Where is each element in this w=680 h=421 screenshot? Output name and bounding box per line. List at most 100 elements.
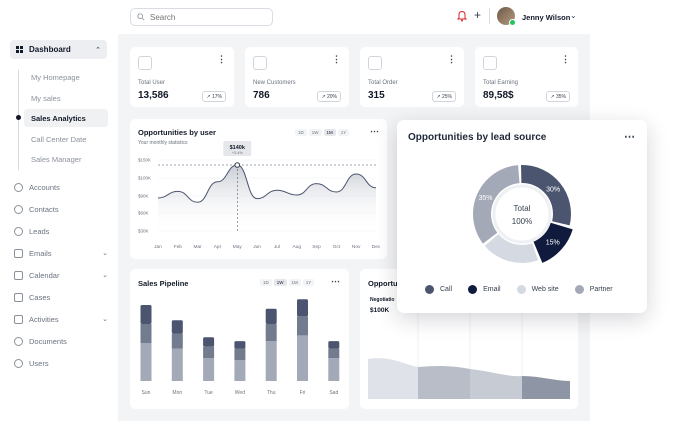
x-tick-label: Dec: [372, 244, 381, 250]
more-icon[interactable]: ⋯: [370, 126, 379, 136]
highlight-point[interactable]: [234, 162, 241, 168]
bar-segment[interactable]: [140, 305, 152, 324]
sidebar-item-activities[interactable]: Activities ⌄: [14, 312, 108, 326]
stage-label: Negotiatio: [370, 297, 395, 303]
tooltip-value: $140k: [230, 145, 246, 151]
calendar-icon: [14, 270, 23, 280]
pie-slice[interactable]: [521, 165, 571, 226]
chevron-down-icon: ⌄: [102, 250, 108, 257]
pie-slice[interactable]: [473, 165, 520, 244]
stat-change-badge: ↗ 20%: [317, 91, 341, 102]
bar-segment[interactable]: [171, 320, 183, 334]
bar-chart: Sun Mon Tue Wed Thu Fri Sad: [140, 299, 340, 396]
more-icon[interactable]: ⋮: [217, 54, 226, 64]
card-title: Opportur: [368, 279, 401, 288]
sidebar-item-dashboard[interactable]: Dashboard ⌃: [10, 40, 107, 59]
x-tick-label: Mon: [172, 390, 182, 396]
bar-segment[interactable]: [234, 348, 246, 361]
active-indicator: [16, 115, 21, 120]
more-icon[interactable]: ⋯: [331, 276, 340, 286]
sidebar-subitem-call-center[interactable]: Call Center Date: [31, 134, 87, 144]
line-area: [158, 165, 376, 231]
slice-label: 15%: [546, 239, 560, 246]
sidebar-subitem-sales-manager[interactable]: Sales Manager: [31, 154, 82, 164]
sidebar-item-documents[interactable]: Documents: [14, 334, 108, 348]
stat-change: 35%: [555, 93, 566, 100]
stat-card-total-earning: ⋮ Total Earning 89,58$ ↗ 35%: [475, 47, 578, 107]
x-tick-label: Jan: [154, 244, 162, 250]
search-box[interactable]: [130, 8, 273, 26]
bar-segment[interactable]: [297, 316, 308, 336]
stat-card-total-order: ⋮ Total Order 315 ↗ 25%: [360, 47, 464, 107]
bar-segment[interactable]: [328, 358, 340, 381]
sidebar-item-emails[interactable]: Emails ⌄: [14, 246, 108, 260]
sidebar-item-calendar[interactable]: Calendar ⌄: [14, 268, 108, 282]
bar-segment[interactable]: [234, 360, 246, 381]
slice-label: 30%: [546, 186, 560, 193]
sidebar-item-label: Leads: [29, 226, 50, 236]
center-label: Total: [514, 204, 531, 213]
stat-card-total-user: ⋮ Total User 13,586 ↗ 17%: [130, 47, 234, 107]
sidebar-item-label: Documents: [29, 336, 67, 346]
stat-change: 20%: [326, 93, 337, 100]
sidebar-item-label: Emails: [29, 248, 52, 258]
sidebar-subitem-sales-analytics[interactable]: Sales Analytics: [24, 109, 108, 127]
x-tick-label: Fri: [300, 390, 306, 396]
bar-segment[interactable]: [140, 343, 152, 381]
bar-segment[interactable]: [265, 308, 277, 324]
bar-segment[interactable]: [328, 348, 340, 359]
legend-swatch: [468, 285, 478, 294]
y-tick-label: $30K: [138, 229, 149, 234]
more-icon[interactable]: ⋮: [561, 54, 570, 64]
bar-segment[interactable]: [171, 333, 183, 349]
trend-up-icon: ↗: [206, 93, 212, 100]
bar-segment[interactable]: [297, 299, 308, 317]
more-icon[interactable]: ⋮: [447, 54, 456, 64]
sidebar-item-contacts[interactable]: Contacts: [14, 202, 108, 216]
bar-segment[interactable]: [203, 337, 215, 347]
sidebar-subitem-my-homepage[interactable]: My Homepage: [31, 72, 80, 82]
sidebar-item-users[interactable]: Users: [14, 356, 108, 370]
range-1y[interactable]: 1Y: [302, 279, 315, 286]
stat-value: 315: [368, 90, 385, 101]
range-1m[interactable]: 1M: [323, 129, 336, 136]
range-1d[interactable]: 1D: [260, 279, 272, 286]
pie-slice[interactable]: [533, 222, 573, 263]
bar-segment[interactable]: [171, 348, 183, 381]
bar-segment[interactable]: [203, 346, 215, 359]
x-tick-label: Apr: [214, 244, 222, 250]
range-1w[interactable]: 1W: [273, 279, 287, 286]
more-icon[interactable]: ⋮: [332, 54, 341, 64]
user-name[interactable]: Jenny Wilson: [522, 13, 571, 22]
x-tick-label: Sun: [142, 390, 151, 396]
add-icon[interactable]: +: [474, 8, 482, 22]
chevron-down-icon: ⌄: [102, 316, 108, 323]
bar-segment[interactable]: [234, 341, 246, 349]
bar-segment[interactable]: [297, 335, 308, 381]
bar-segment[interactable]: [265, 324, 277, 342]
bar-segment[interactable]: [328, 341, 340, 349]
sidebar-subitem-my-sales[interactable]: My sales: [31, 93, 61, 103]
more-icon[interactable]: ⋯: [624, 131, 635, 143]
stat-value: 89,58$: [483, 90, 514, 101]
users-icon: [138, 56, 152, 70]
sidebar-item-cases[interactable]: Cases: [14, 290, 108, 304]
card-title: Opportunities by user: [138, 128, 216, 137]
bar-segment[interactable]: [203, 358, 215, 381]
range-1w[interactable]: 1W: [308, 129, 322, 136]
sidebar-item-leads[interactable]: Leads: [14, 224, 108, 238]
sidebar-item-accounts[interactable]: Accounts: [14, 180, 108, 194]
sidebar-item-label: Calendar: [29, 270, 60, 280]
info-icon: [14, 358, 23, 368]
search-input[interactable]: [150, 12, 260, 22]
range-1m[interactable]: 1M: [288, 279, 301, 286]
chevron-down-icon[interactable]: ⌄: [570, 11, 577, 20]
bar-segment[interactable]: [140, 324, 152, 343]
range-1d[interactable]: 1D: [295, 129, 307, 136]
pie-slice[interactable]: [484, 234, 539, 263]
tooltip-change: +3.4%: [232, 151, 243, 155]
bell-icon[interactable]: [457, 10, 467, 22]
range-1y[interactable]: 1Y: [337, 129, 350, 136]
bar-segment[interactable]: [265, 341, 277, 381]
x-tick-label: Mar: [194, 244, 203, 250]
